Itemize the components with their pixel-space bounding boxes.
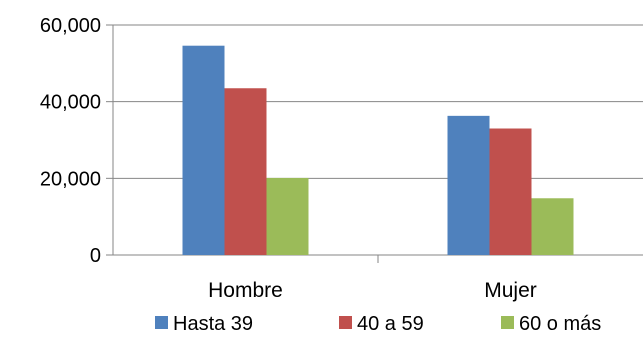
bar — [224, 88, 267, 255]
y-tick-label: 0 — [90, 245, 101, 267]
category-label: Hombre — [208, 279, 283, 302]
bar — [266, 177, 309, 255]
legend-label: 60 o más — [519, 313, 601, 335]
legend-label: 40 a 59 — [357, 313, 424, 335]
bar — [182, 45, 225, 256]
y-tick-label: 60,000 — [40, 15, 101, 37]
category-label: Mujer — [484, 279, 537, 302]
bar — [531, 198, 574, 255]
bar — [489, 128, 532, 255]
legend-label: Hasta 39 — [173, 313, 253, 335]
legend-swatch — [155, 316, 168, 329]
y-tick-label: 20,000 — [40, 168, 101, 190]
legend-swatch — [339, 316, 352, 329]
y-tick-label: 40,000 — [40, 92, 101, 114]
bar — [447, 115, 490, 255]
legend-swatch — [501, 316, 514, 329]
